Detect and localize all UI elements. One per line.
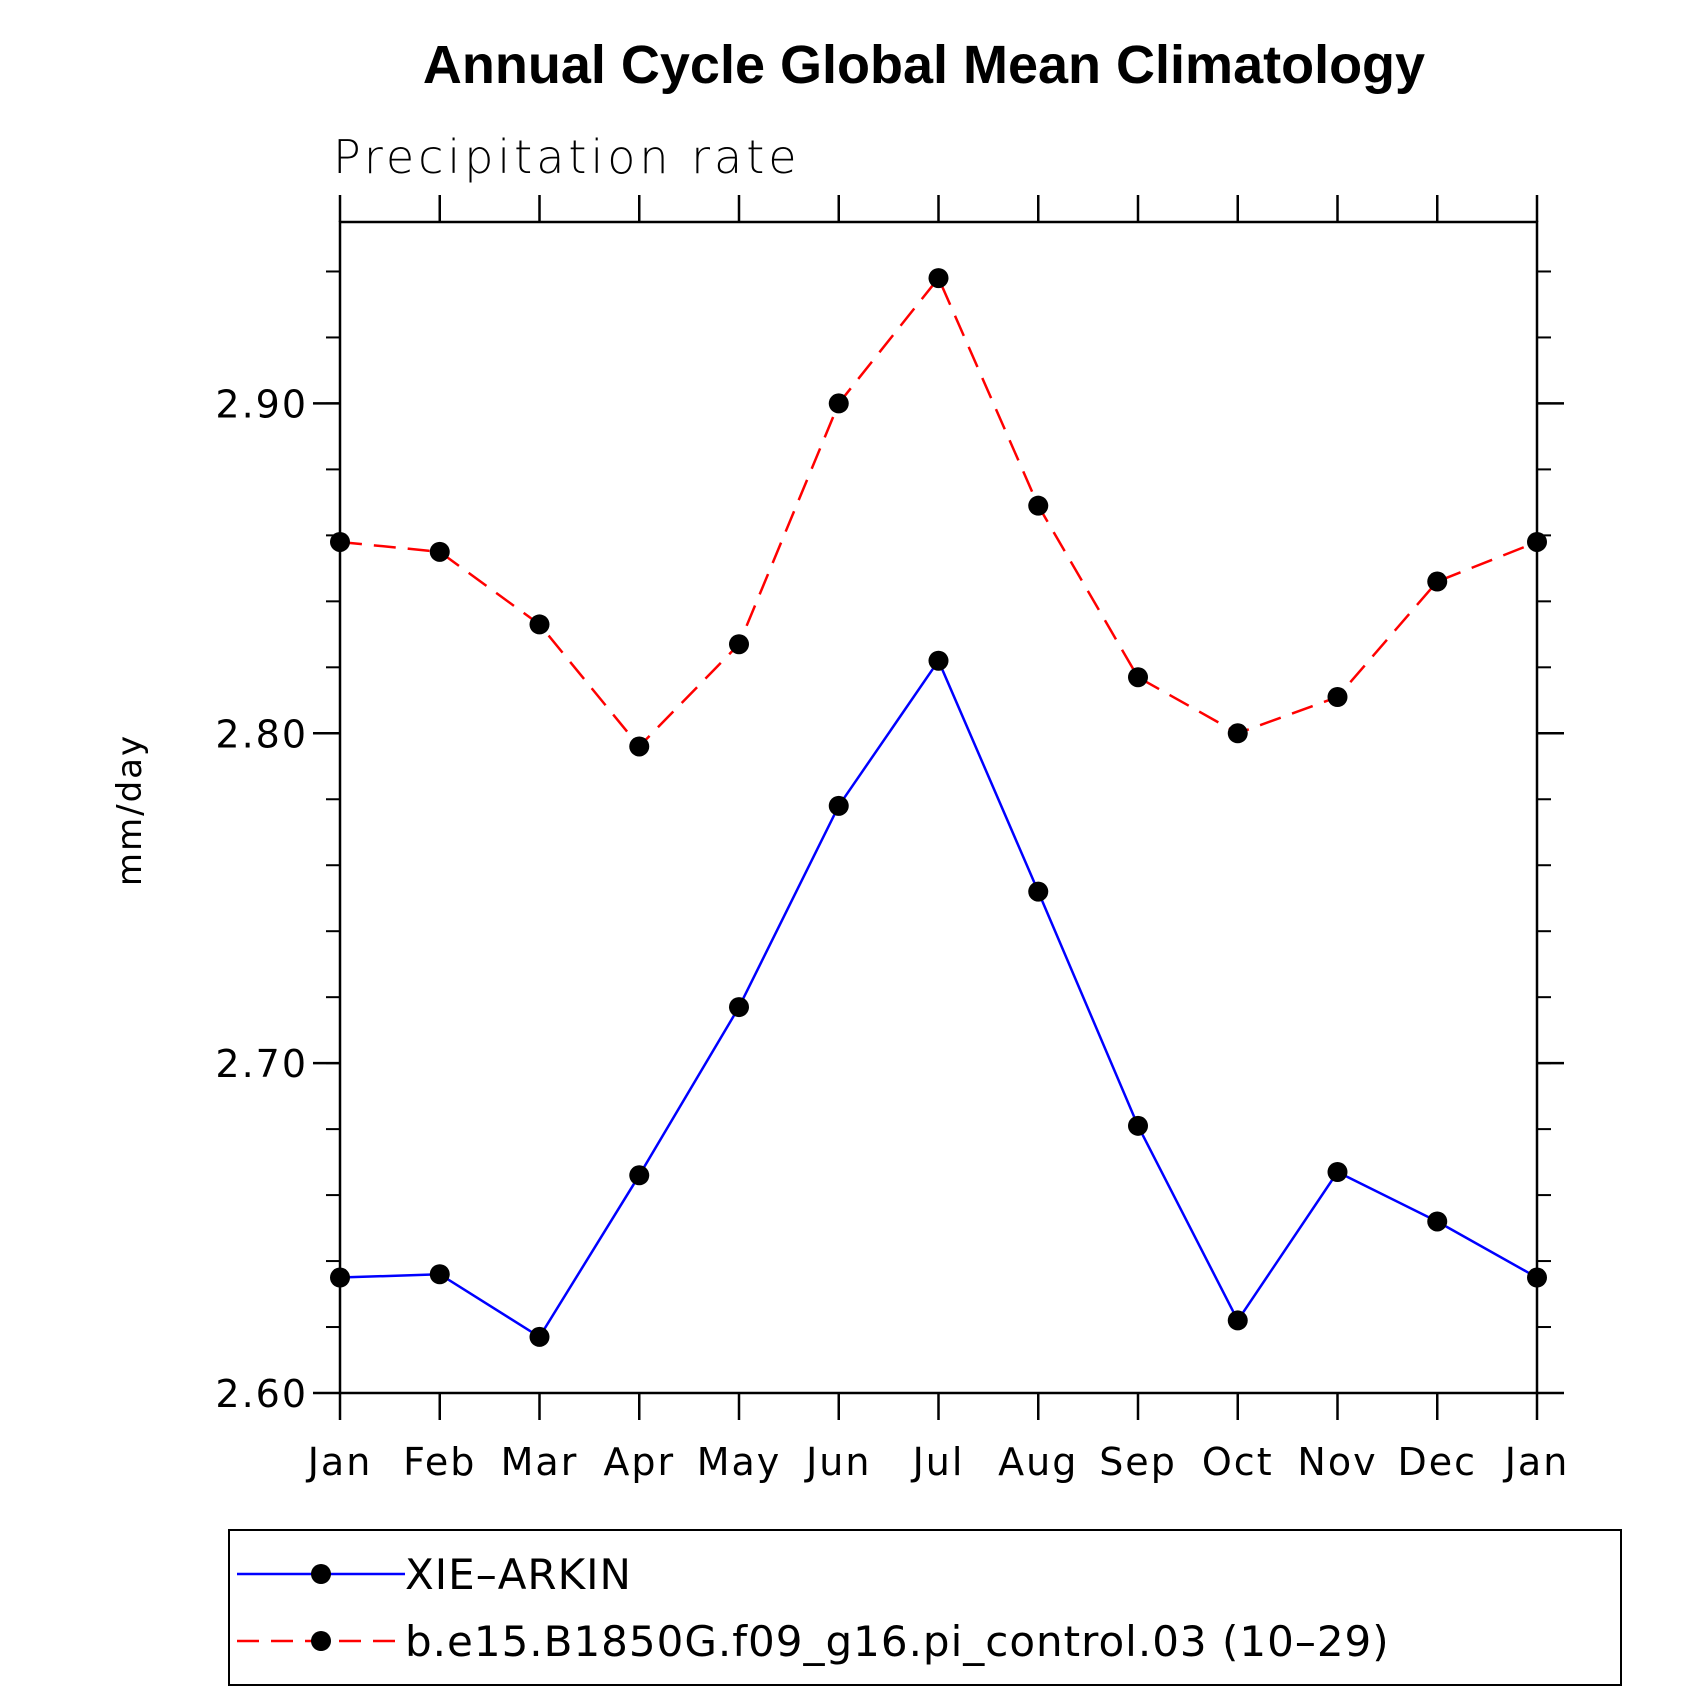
legend-marker bbox=[311, 1631, 331, 1651]
data-point bbox=[1028, 881, 1049, 902]
data-point bbox=[629, 736, 650, 757]
x-tick-label: Jan bbox=[306, 1440, 373, 1484]
data-point bbox=[928, 268, 949, 289]
data-point bbox=[330, 531, 350, 552]
data-point bbox=[1128, 1115, 1148, 1136]
axes: Jan Feb Mar Apr May Jun Jul Aug Sep Oct Nov Dec Jan 2… bbox=[215, 195, 1570, 1484]
data-point bbox=[1527, 531, 1547, 552]
data-point bbox=[1028, 495, 1049, 516]
series-line bbox=[339, 658, 1538, 1339]
data-point bbox=[1427, 1211, 1448, 1232]
legend-box bbox=[228, 1529, 1622, 1686]
data-point bbox=[1227, 723, 1248, 744]
x-tick-label: Jan bbox=[1503, 1440, 1570, 1484]
data-point bbox=[828, 393, 849, 414]
legend: XIE–ARKIN b.e15.B1850G.f09_g16.pi_contro… bbox=[228, 1529, 1622, 1686]
x-tick-label: Feb bbox=[403, 1440, 476, 1484]
x-tick-label: May bbox=[697, 1440, 782, 1484]
legend-entry: b.e15.B1850G.f09_g16.pi_control.03 (10–2… bbox=[237, 1617, 1390, 1666]
plot-frame bbox=[338, 220, 1539, 1395]
y-tick-label: 2.80 bbox=[215, 712, 308, 756]
data-point bbox=[828, 795, 849, 816]
y-tick-label: 2.60 bbox=[215, 1372, 308, 1416]
series-1 bbox=[330, 268, 1547, 757]
x-tick-label: Jul bbox=[911, 1440, 965, 1484]
x-tick-label: Nov bbox=[1297, 1440, 1377, 1484]
x-tick-label: Oct bbox=[1202, 1440, 1274, 1484]
data-point bbox=[1327, 686, 1348, 707]
y-tick-label: 2.90 bbox=[215, 382, 308, 426]
series-line bbox=[339, 275, 1538, 749]
y-axis-label: mm/day bbox=[110, 734, 150, 886]
chart-subtitle: Precipitation rate bbox=[333, 130, 801, 184]
data-point bbox=[429, 541, 450, 562]
series-0 bbox=[330, 650, 1547, 1347]
data-point bbox=[1427, 571, 1448, 592]
x-tick-label: Aug bbox=[998, 1440, 1078, 1484]
x-tick-label: Apr bbox=[603, 1440, 675, 1484]
x-tick-label: Sep bbox=[1099, 1440, 1177, 1484]
legend-marker bbox=[311, 1564, 331, 1584]
data-point bbox=[330, 1267, 350, 1288]
data-point bbox=[1327, 1161, 1348, 1182]
data-point bbox=[1227, 1310, 1248, 1331]
data-point bbox=[1128, 667, 1148, 688]
data-point bbox=[429, 1264, 450, 1285]
series-layer bbox=[330, 268, 1547, 1347]
data-point bbox=[629, 1165, 650, 1186]
legend-label: XIE–ARKIN bbox=[405, 1550, 632, 1599]
x-tick-label: Jun bbox=[804, 1440, 871, 1484]
x-tick-label: Dec bbox=[1397, 1440, 1477, 1484]
legend-label: b.e15.B1850G.f09_g16.pi_control.03 (10–2… bbox=[405, 1617, 1390, 1666]
chart-title: Annual Cycle Global Mean Climatology bbox=[423, 35, 1425, 95]
data-point bbox=[1527, 1267, 1547, 1288]
data-point bbox=[529, 614, 550, 635]
y-tick-label: 2.70 bbox=[215, 1042, 308, 1086]
legend-entry: XIE–ARKIN bbox=[237, 1550, 632, 1599]
data-point bbox=[729, 997, 749, 1018]
x-tick-label: Mar bbox=[501, 1440, 579, 1484]
data-point bbox=[729, 634, 749, 655]
data-point bbox=[529, 1326, 550, 1347]
data-point bbox=[928, 650, 949, 671]
